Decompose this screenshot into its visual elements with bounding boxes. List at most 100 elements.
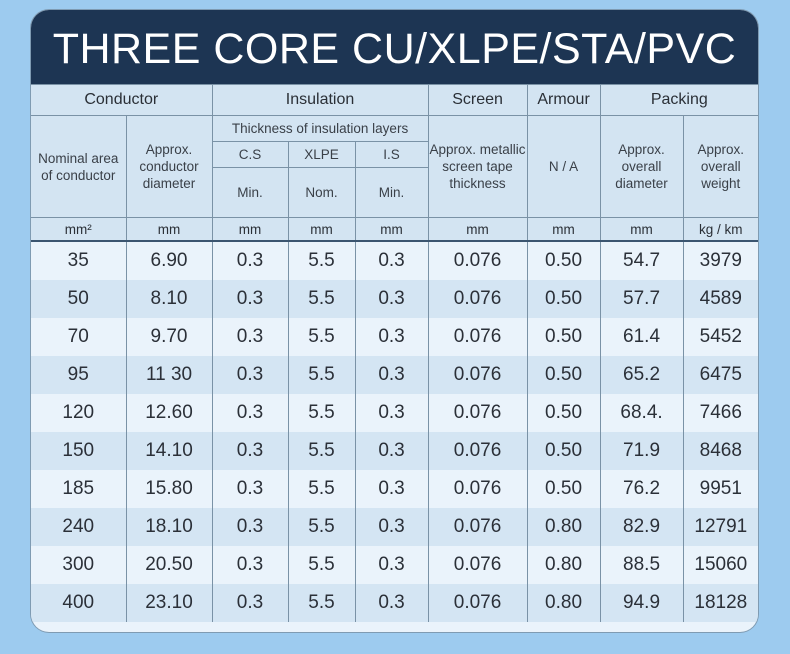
spec-table: Conductor Insulation Screen Armour Packi… [31, 84, 758, 622]
units-row: mm² mm mm mm mm mm mm mm kg / km [31, 217, 758, 242]
header-xlpe: XLPE [287, 141, 356, 168]
table-cell: 70 [31, 318, 127, 356]
unit-cell: mm [125, 217, 213, 242]
table-cell: 20.50 [125, 546, 213, 584]
header-nominal-area: Nominal area of conductor [31, 115, 127, 218]
unit-cell: mm [211, 217, 289, 242]
table-cell: 0.3 [354, 356, 429, 394]
table-cell: 120 [31, 394, 127, 432]
table-row: 70 9.70 0.3 5.5 0.3 0.076 0.50 61.4 5452 [31, 318, 758, 356]
unit-cell: mm [526, 217, 601, 242]
header-xlpe-nom: Nom. [287, 167, 356, 218]
table-row: 300 20.50 0.3 5.5 0.3 0.076 0.80 88.5 15060 [31, 546, 758, 584]
table-cell: 0.076 [427, 432, 528, 470]
table-cell: 0.50 [526, 318, 601, 356]
table-cell: 185 [31, 470, 127, 508]
table-row: 50 8.10 0.3 5.5 0.3 0.076 0.50 57.7 4589 [31, 280, 758, 318]
header-overall-diameter: Approx. overall diameter [599, 115, 684, 218]
table-cell: 0.076 [427, 546, 528, 584]
table-cell: 0.50 [526, 394, 601, 432]
unit-cell: mm [287, 217, 356, 242]
table-cell: 7466 [682, 394, 758, 432]
table-cell: 0.3 [354, 546, 429, 584]
table-cell: 0.3 [354, 508, 429, 546]
table-cell: 0.50 [526, 241, 601, 280]
header-cs: C.S [212, 141, 289, 168]
table-cell: 5.5 [287, 318, 356, 356]
table-cell: 0.3 [354, 584, 429, 622]
header-overall-weight: Approx. overall weight [682, 115, 758, 218]
table-cell: 35 [31, 241, 127, 280]
table-cell: 400 [31, 584, 127, 622]
table-cell: 0.3 [354, 432, 429, 470]
table-cell: 71.9 [599, 432, 684, 470]
table-cell: 15.80 [125, 470, 213, 508]
table-row: 95 11 30 0.3 5.5 0.3 0.076 0.50 65.2 6475 [31, 356, 758, 394]
table-row: 400 23.10 0.3 5.5 0.3 0.076 0.80 94.9 18128 [31, 584, 758, 622]
table-cell: 18128 [682, 584, 758, 622]
header-cs-min: Min. [212, 167, 289, 218]
table-cell: 5.5 [287, 432, 356, 470]
table-cell: 23.10 [125, 584, 213, 622]
table-cell: 5.5 [287, 241, 356, 280]
table-cell: 8468 [682, 432, 758, 470]
table-cell: 0.3 [354, 241, 429, 280]
header-is-min: Min. [354, 167, 429, 218]
table-cell: 9951 [682, 470, 758, 508]
table-cell: 0.50 [526, 432, 601, 470]
table-cell: 6.90 [125, 241, 213, 280]
cable-spec-card: THREE CORE CU/XLPE/STA/PVC Conductor Ins… [31, 10, 758, 632]
table-cell: 5.5 [287, 508, 356, 546]
table-cell: 0.076 [427, 318, 528, 356]
table-cell: 50 [31, 280, 127, 318]
table-cell: 0.076 [427, 394, 528, 432]
table-cell: 88.5 [599, 546, 684, 584]
table-cell: 54.7 [599, 241, 684, 280]
table-cell: 82.9 [599, 508, 684, 546]
table-cell: 12791 [682, 508, 758, 546]
header-armour: N / A [526, 115, 601, 218]
table-cell: 61.4 [599, 318, 684, 356]
table-cell: 57.7 [599, 280, 684, 318]
table-cell: 0.50 [526, 356, 601, 394]
table-cell: 0.3 [211, 584, 289, 622]
group-armour: Armour [526, 84, 601, 116]
header-screen-thickness: Approx. metallic screen tape thickness [427, 115, 528, 218]
table-cell: 0.80 [526, 508, 601, 546]
table-cell: 0.076 [427, 584, 528, 622]
table-cell: 0.076 [427, 470, 528, 508]
table-row: 185 15.80 0.3 5.5 0.3 0.076 0.50 76.2 9951 [31, 470, 758, 508]
table-cell: 0.3 [354, 318, 429, 356]
table-cell: 76.2 [599, 470, 684, 508]
table-cell: 0.3 [211, 508, 289, 546]
header-conductor-diameter: Approx. conductor diameter [125, 115, 213, 218]
group-insulation: Insulation [211, 84, 429, 116]
unit-cell: mm [599, 217, 684, 242]
table-cell: 8.10 [125, 280, 213, 318]
group-conductor: Conductor [31, 84, 213, 116]
table-cell: 0.3 [354, 470, 429, 508]
table-cell: 0.3 [211, 546, 289, 584]
table-cell: 0.3 [211, 470, 289, 508]
table-cell: 0.80 [526, 546, 601, 584]
table-cell: 95 [31, 356, 127, 394]
table-cell: 0.3 [354, 280, 429, 318]
table-cell: 5.5 [287, 280, 356, 318]
table-cell: 5.5 [287, 356, 356, 394]
table-cell: 0.3 [211, 280, 289, 318]
table-cell: 0.50 [526, 280, 601, 318]
group-screen: Screen [427, 84, 528, 116]
header-is: I.S [354, 141, 429, 168]
table-cell: 18.10 [125, 508, 213, 546]
table-cell: 65.2 [599, 356, 684, 394]
unit-cell: mm [354, 217, 429, 242]
table-cell: 9.70 [125, 318, 213, 356]
table-cell: 240 [31, 508, 127, 546]
table-cell: 0.076 [427, 241, 528, 280]
table-row: 120 12.60 0.3 5.5 0.3 0.076 0.50 68.4. 7466 [31, 394, 758, 432]
table-cell: 0.3 [211, 318, 289, 356]
table-cell: 0.076 [427, 508, 528, 546]
table-cell: 5.5 [287, 394, 356, 432]
group-packing: Packing [599, 84, 758, 116]
table-row: 150 14.10 0.3 5.5 0.3 0.076 0.50 71.9 8468 [31, 432, 758, 470]
